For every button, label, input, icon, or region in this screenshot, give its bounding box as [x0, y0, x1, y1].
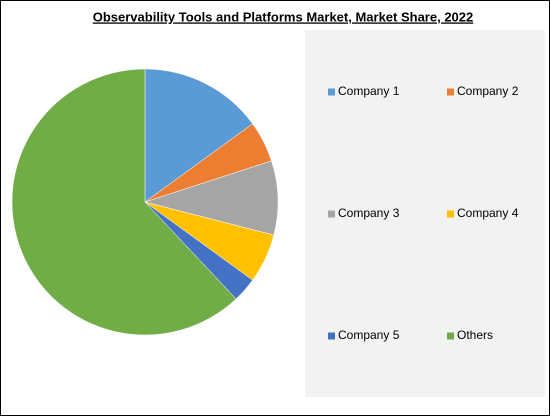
legend-box [305, 30, 545, 397]
legend-label: Company 4 [457, 206, 519, 220]
legend-swatch [447, 210, 454, 218]
legend-swatch [328, 210, 335, 218]
legend-label: Company 1 [338, 84, 400, 98]
legend-swatch [328, 332, 335, 340]
legend-label: Company 2 [457, 84, 519, 98]
legend-label: Company 5 [338, 328, 400, 342]
legend-label: Company 3 [338, 206, 400, 220]
pie-slice [11, 68, 237, 336]
legend-label: Others [457, 328, 493, 342]
chart-title: Observability Tools and Platforms Market… [93, 9, 474, 24]
legend-swatch [328, 88, 335, 96]
legend-swatch [447, 332, 454, 340]
legend-swatch [447, 88, 454, 96]
pie-slice [144, 68, 253, 203]
